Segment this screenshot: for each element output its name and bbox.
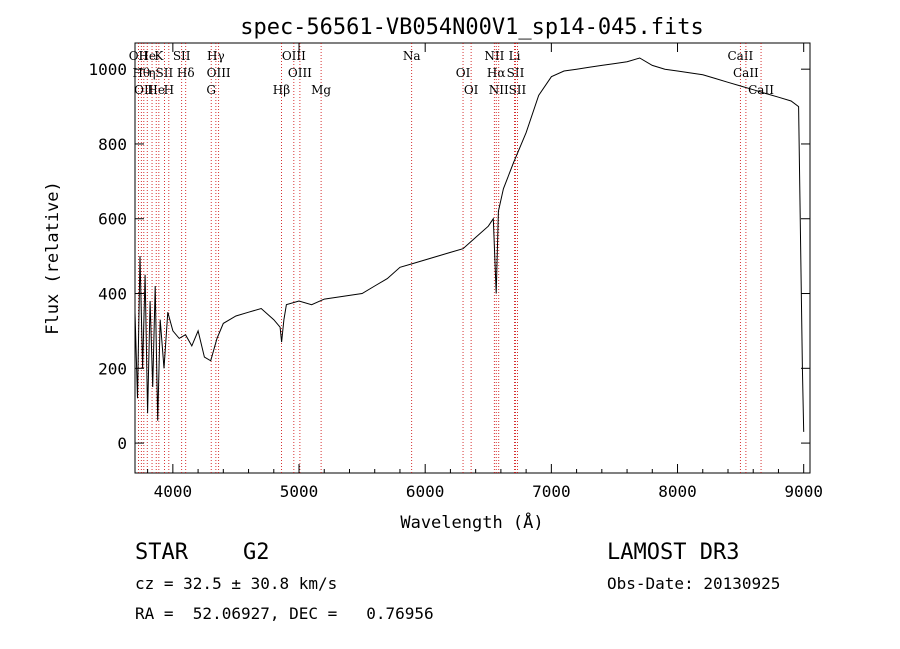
x-tick-label: 4000 xyxy=(154,482,193,501)
line-marker-label: η xyxy=(148,66,155,80)
axis-ticks: 4000 5000 6000 7000 8000 9000 0 200 400 600 800 100… xyxy=(88,43,823,501)
line-marker-label: CaII xyxy=(733,66,759,80)
line-marker-label: OI xyxy=(456,66,471,80)
x-tick-label: 6000 xyxy=(406,482,445,501)
y-tick-label: 0 xyxy=(117,434,127,453)
line-marker-label: SII xyxy=(156,66,174,80)
line-marker-label: NII xyxy=(489,83,509,97)
plot-frame xyxy=(134,42,811,474)
line-marker-label: Na xyxy=(403,49,421,63)
y-tick-label: 600 xyxy=(98,210,127,229)
x-tick-label: 5000 xyxy=(280,482,319,501)
line-marker-label: OII xyxy=(134,83,154,97)
line-marker-label: CaII xyxy=(748,83,774,97)
obs-date-text: Obs-Date: 20130925 xyxy=(607,574,781,593)
y-tick-label: 400 xyxy=(98,285,127,304)
line-marker-label: He xyxy=(147,83,165,97)
line-marker-label: G xyxy=(206,83,216,97)
line-marker-label: Hβ xyxy=(273,83,290,97)
line-marker-label: SII xyxy=(509,83,527,97)
line-marker-label: OIII xyxy=(282,49,306,63)
line-marker-label: Li xyxy=(509,49,521,63)
y-tick-label: 200 xyxy=(98,359,127,378)
line-marker-label: NII xyxy=(484,49,504,63)
line-marker-label: H xyxy=(164,83,174,97)
redshift-text: cz = 32.5 ± 30.8 km/s xyxy=(135,574,338,593)
x-tick-label: 7000 xyxy=(532,482,571,501)
line-marker-label: K xyxy=(154,49,164,63)
y-tick-label: 1000 xyxy=(88,60,127,79)
line-marker-label: Hδ xyxy=(177,66,195,80)
survey-name: LAMOST DR3 xyxy=(607,540,740,565)
line-marker-label: Hγ xyxy=(207,49,225,63)
line-marker-label: OII xyxy=(129,49,149,63)
object-subclass: G2 xyxy=(243,540,270,565)
y-tick-label: 800 xyxy=(98,135,127,154)
chart-title: spec-56561-VB054N00V1_sp14-045.fits xyxy=(240,15,704,40)
x-axis-label: Wavelength (Å) xyxy=(400,511,543,533)
line-markers: OIIHθOIIHeηHeKSIIHSIIHδGHγOIIIHβOIIIOIII… xyxy=(129,43,774,473)
coordinates-text: RA = 52.06927, DEC = 0.76956 xyxy=(135,604,434,623)
x-tick-label: 9000 xyxy=(784,482,823,501)
line-marker-label: SII xyxy=(507,66,525,80)
line-marker-label: CaII xyxy=(727,49,753,63)
object-class: STAR xyxy=(135,540,188,565)
line-marker-label: Hα xyxy=(487,66,506,80)
y-axis-label: Flux (relative) xyxy=(43,181,63,335)
line-marker-label: Mg xyxy=(311,83,331,97)
line-marker-label: OIII xyxy=(288,66,312,80)
line-marker-label: OI xyxy=(464,83,479,97)
spectrum-line xyxy=(134,57,805,432)
x-tick-label: 8000 xyxy=(658,482,697,501)
line-marker-label: SII xyxy=(173,49,191,63)
line-marker-label: OIII xyxy=(207,66,231,80)
